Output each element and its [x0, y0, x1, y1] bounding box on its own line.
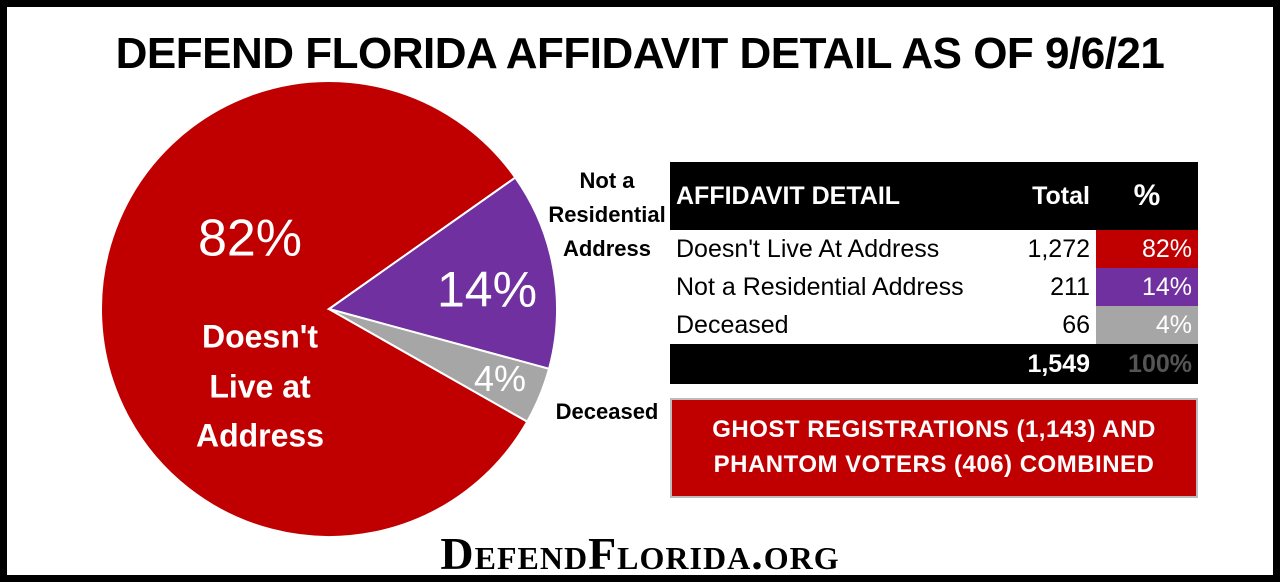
value-label: 14% — [436, 261, 538, 318]
table-row: Not a Residential Address 211 14% — [670, 268, 1198, 306]
value-label: 82% — [197, 209, 303, 268]
pie-slice — [326, 176, 558, 371]
table-row: Doesn't Live At Address 1,272 82% — [670, 230, 1198, 268]
table-cell: 66 — [1062, 310, 1090, 339]
total-cell — [670, 344, 1012, 384]
total-row: 1,549 100% — [670, 344, 1198, 384]
table-row: Deceased 66 4% — [670, 306, 1198, 344]
pie-slice — [328, 308, 551, 423]
table-cell: 1,272 — [1027, 234, 1090, 263]
table-cell: Not a Residential Address — [676, 272, 964, 301]
pie-slice — [100, 80, 529, 538]
category-label: Deceased — [555, 398, 659, 424]
banner-line: PHANTOM VOTERS (406) COMBINED — [713, 451, 1155, 478]
header-cell: AFFIDAVIT DETAIL — [670, 162, 1012, 230]
table-cell: 4% — [1096, 306, 1198, 344]
table-cell: 14% — [1096, 268, 1198, 306]
chart-title: DEFEND FLORIDA AFFIDAVIT DETAIL AS OF 9/… — [115, 29, 1165, 78]
header-cell: Total — [1011, 162, 1096, 230]
table-cell: 211 — [1050, 272, 1090, 301]
header-cell: % — [1096, 162, 1198, 230]
category-label: Doesn't Live at Address — [195, 318, 325, 454]
total-cell: 1,549 — [1011, 344, 1096, 384]
footer: DefendFlorida.org — [440, 528, 840, 579]
category-label: Not a Residential Address — [548, 167, 666, 262]
table-cell: Doesn't Live At Address — [676, 234, 940, 263]
banner-line: GHOST REGISTRATIONS (1,143) AND — [712, 416, 1156, 444]
table-cell: 82% — [1096, 230, 1198, 268]
total-cell: 100% — [1096, 344, 1198, 384]
value-label: 4% — [473, 358, 527, 400]
table-cell: Deceased — [676, 310, 789, 339]
table-header: AFFIDAVIT DETAIL Total % — [670, 162, 1198, 230]
banner: GHOST REGISTRATIONS (1,143) AND PHANTOM … — [670, 398, 1198, 498]
pie-chart — [100, 80, 558, 538]
detail-table: AFFIDAVIT DETAIL Total % Doesn't Live At… — [670, 162, 1198, 384]
